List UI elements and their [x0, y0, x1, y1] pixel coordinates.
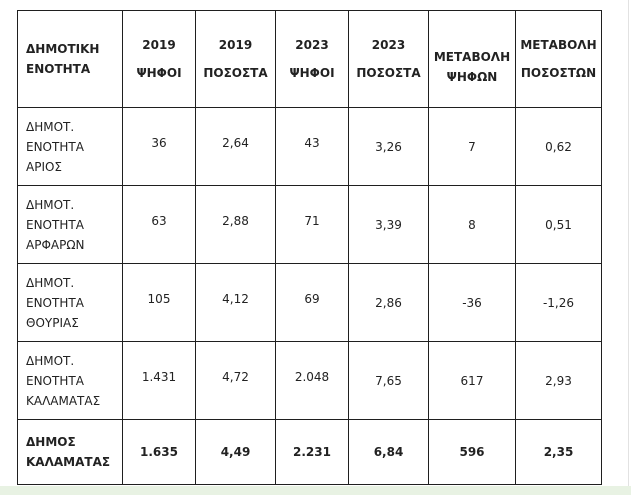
- row-unit-name-line3: ΑΡΙΟΣ: [26, 159, 63, 174]
- row-unit-name-line1: ΔΗΜΟΤ.: [26, 275, 75, 290]
- row-votes-2023: 2.048: [275, 341, 349, 420]
- header-pct-2023: 2023 ΠΟΣΟΣΤΑ: [348, 10, 429, 108]
- row-pct-2019-value: 4,72: [222, 369, 249, 384]
- row-pct-2019-value: 4,12: [222, 291, 249, 306]
- row-pct-change: 0,51: [515, 185, 602, 264]
- total-name-line2: ΚΑΛΑΜΑΤΑΣ: [26, 455, 111, 469]
- row-votes-change: 7: [428, 107, 516, 186]
- row-votes-2019: 36: [122, 107, 196, 186]
- row-unit-name-line2: ΕΝΟΤΗΤΑ: [26, 295, 84, 310]
- row-unit-name-line1: ΔΗΜΟΤ.: [26, 119, 75, 134]
- row-unit-name-line3: ΘΟΥΡΙΑΣ: [26, 315, 79, 330]
- row-pct-2023: 2,86: [348, 263, 429, 342]
- header-votes-2023: 2023 ΨΗΦΟΙ: [275, 10, 349, 108]
- header-votes-2023-label: ΨΗΦΟΙ: [289, 66, 335, 80]
- total-votes-2023: 2.231: [275, 419, 349, 485]
- header-votes-change-line1: ΜΕΤΑΒΟΛΗ: [433, 50, 511, 64]
- row-pct-change: 0,62: [515, 107, 602, 186]
- row-votes-change: 617: [428, 341, 516, 420]
- row-pct-2019: 4,72: [195, 341, 276, 420]
- footer-strip: [0, 486, 631, 495]
- election-results-table: ΔΗΜΟΤΙΚΗ ΕΝΟΤΗΤΑ 2019 ΨΗΦΟΙ 2019 ΠΟΣΟΣΤΑ…: [17, 10, 602, 485]
- row-pct-2019-value: 2,64: [222, 135, 249, 150]
- total-votes-change: 596: [428, 419, 516, 485]
- header-municipal-unit: ΔΗΜΟΤΙΚΗ ΕΝΟΤΗΤΑ: [17, 10, 123, 108]
- row-unit-name-line1: ΔΗΜΟΤ.: [26, 353, 75, 368]
- row-pct-2019: 2,88: [195, 185, 276, 264]
- header-votes-2019-year: 2019: [142, 38, 176, 52]
- header-municipal-unit-line1: ΔΗΜΟΤΙΚΗ: [26, 42, 100, 56]
- row-votes-2019: 1.431: [122, 341, 196, 420]
- total-row: ΔΗΜΟΣ ΚΑΛΑΜΑΤΑΣ 1.635 4,49 2.231 6,84 59…: [17, 419, 602, 485]
- header-pct-2023-label: ΠΟΣΟΣΤΑ: [356, 66, 421, 80]
- row-unit-name: ΔΗΜΟΤ. ΕΝΟΤΗΤΑ ΑΡΦΑΡΩΝ: [17, 185, 123, 264]
- total-name: ΔΗΜΟΣ ΚΑΛΑΜΑΤΑΣ: [17, 419, 123, 485]
- row-pct-2019: 2,64: [195, 107, 276, 186]
- header-pct-2019: 2019 ΠΟΣΟΣΤΑ: [195, 10, 276, 108]
- row-unit-name: ΔΗΜΟΤ. ΕΝΟΤΗΤΑ ΚΑΛΑΜΑΤΑΣ: [17, 341, 123, 420]
- total-pct-2019: 4,49: [195, 419, 276, 485]
- row-votes-change: -36: [428, 263, 516, 342]
- header-votes-2019-label: ΨΗΦΟΙ: [136, 66, 182, 80]
- header-votes-2019: 2019 ΨΗΦΟΙ: [122, 10, 196, 108]
- header-municipal-unit-line2: ΕΝΟΤΗΤΑ: [26, 62, 91, 76]
- row-unit-name: ΔΗΜΟΤ. ΕΝΟΤΗΤΑ ΘΟΥΡΙΑΣ: [17, 263, 123, 342]
- row-unit-name-line2: ΕΝΟΤΗΤΑ: [26, 373, 84, 388]
- header-pct-change: ΜΕΤΑΒΟΛΗ ΠΟΣΟΣΤΩΝ: [515, 10, 602, 108]
- header-pct-2019-year: 2019: [218, 38, 253, 52]
- row-votes-change: 8: [428, 185, 516, 264]
- row-pct-change: 2,93: [515, 341, 602, 420]
- row-pct-change: -1,26: [515, 263, 602, 342]
- row-votes-2023: 71: [275, 185, 349, 264]
- row-votes-2023: 69: [275, 263, 349, 342]
- table-row: ΔΗΜΟΤ. ΕΝΟΤΗΤΑ ΘΟΥΡΙΑΣ 105 4,12 69 2,86 …: [17, 263, 602, 342]
- total-pct-2023: 6,84: [348, 419, 429, 485]
- row-pct-2023: 7,65: [348, 341, 429, 420]
- row-votes-2019: 105: [122, 263, 196, 342]
- total-pct-change: 2,35: [515, 419, 602, 485]
- header-votes-change-line2: ΨΗΦΩΝ: [446, 70, 498, 84]
- header-pct-2019-label: ΠΟΣΟΣΤΑ: [203, 66, 268, 80]
- header-pct-2023-year: 2023: [371, 38, 406, 52]
- page-edge-line: [628, 0, 629, 486]
- row-votes-2019: 63: [122, 185, 196, 264]
- row-pct-2019-value: 2,88: [222, 213, 249, 228]
- table-row: ΔΗΜΟΤ. ΕΝΟΤΗΤΑ ΑΡΙΟΣ 36 2,64 43 3,26 7 0…: [17, 107, 602, 186]
- row-unit-name-line2: ΕΝΟΤΗΤΑ: [26, 217, 84, 232]
- header-pct-change-line1: ΜΕΤΑΒΟΛΗ: [520, 38, 597, 52]
- row-pct-2019: 4,12: [195, 263, 276, 342]
- total-votes-2019: 1.635: [122, 419, 196, 485]
- table-row: ΔΗΜΟΤ. ΕΝΟΤΗΤΑ ΚΑΛΑΜΑΤΑΣ 1.431 4,72 2.04…: [17, 341, 602, 420]
- row-pct-2023: 3,26: [348, 107, 429, 186]
- table-row: ΔΗΜΟΤ. ΕΝΟΤΗΤΑ ΑΡΦΑΡΩΝ 63 2,88 71 3,39 8…: [17, 185, 602, 264]
- row-pct-2023: 3,39: [348, 185, 429, 264]
- header-pct-change-line2: ΠΟΣΟΣΤΩΝ: [520, 66, 597, 80]
- row-unit-name-line3: ΚΑΛΑΜΑΤΑΣ: [26, 393, 101, 408]
- row-votes-2023: 43: [275, 107, 349, 186]
- header-votes-2023-year: 2023: [295, 38, 329, 52]
- header-row: ΔΗΜΟΤΙΚΗ ΕΝΟΤΗΤΑ 2019 ΨΗΦΟΙ 2019 ΠΟΣΟΣΤΑ…: [17, 10, 602, 108]
- row-unit-name: ΔΗΜΟΤ. ΕΝΟΤΗΤΑ ΑΡΙΟΣ: [17, 107, 123, 186]
- total-name-line1: ΔΗΜΟΣ: [26, 435, 76, 449]
- header-votes-change: ΜΕΤΑΒΟΛΗ ΨΗΦΩΝ: [428, 10, 516, 108]
- row-unit-name-line2: ΕΝΟΤΗΤΑ: [26, 139, 84, 154]
- row-unit-name-line1: ΔΗΜΟΤ.: [26, 197, 75, 212]
- row-unit-name-line3: ΑΡΦΑΡΩΝ: [26, 237, 85, 252]
